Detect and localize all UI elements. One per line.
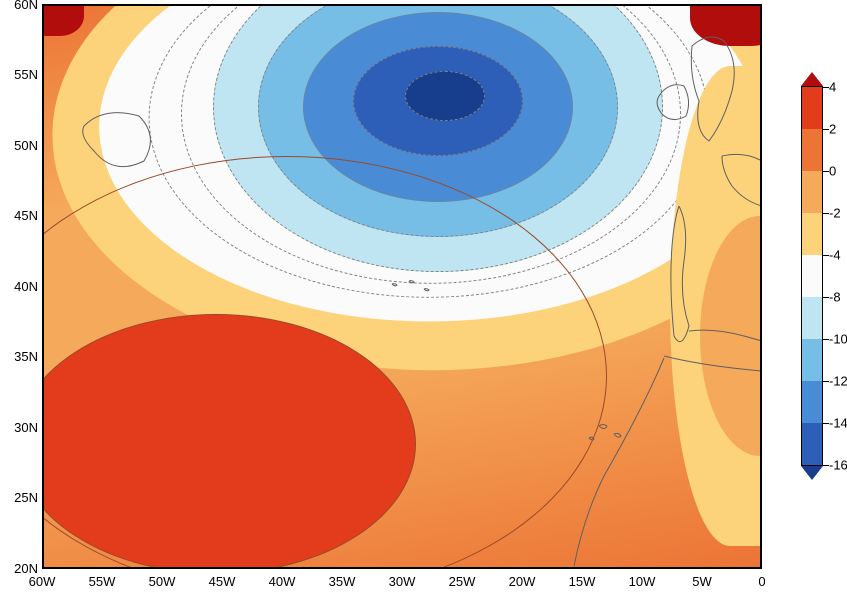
cb-seg-4 [802, 87, 822, 129]
cb-seg-n4 [802, 255, 822, 297]
x-tick-label: 40W [269, 574, 296, 589]
cb-seg-n14 [802, 423, 822, 465]
cb-label: 4 [829, 80, 836, 95]
cb-label: -4 [829, 248, 841, 263]
cb-label: -2 [829, 206, 841, 221]
y-tick-label: 25N [2, 490, 38, 505]
cb-label: -12 [829, 374, 847, 389]
x-tick-label: 30W [389, 574, 416, 589]
x-tick-label: 60W [29, 574, 56, 589]
y-tick-label: 60N [2, 0, 38, 12]
cb-seg-n10 [802, 339, 822, 381]
y-tick-label: 50N [2, 138, 38, 153]
x-tick-label: 55W [89, 574, 116, 589]
coastlines [44, 6, 762, 569]
cb-label: -14 [829, 416, 847, 431]
cb-label: -8 [829, 290, 841, 305]
cb-label: -10 [829, 332, 847, 347]
y-tick-label: 55N [2, 67, 38, 82]
x-tick-label: 5W [692, 574, 712, 589]
x-tick-label: 50W [149, 574, 176, 589]
x-tick-label: 45W [209, 574, 236, 589]
x-tick-label: 10W [629, 574, 656, 589]
cb-seg-n12 [802, 381, 822, 423]
cb-seg-n2 [802, 213, 822, 255]
map-plot-area [42, 4, 762, 569]
cb-seg-n8 [802, 297, 822, 339]
cb-label: 2 [829, 122, 836, 137]
colorbar-body [801, 86, 823, 466]
y-tick-label: 45N [2, 208, 38, 223]
colorbar-tri-bottom [801, 466, 823, 480]
x-tick-label: 25W [449, 574, 476, 589]
x-tick-label: 35W [329, 574, 356, 589]
y-tick-label: 35N [2, 349, 38, 364]
x-tick-label: 0 [758, 574, 765, 589]
contour-map-figure: 60N 55N 50N 45N 40N 35N 30N 25N 20N 60W … [0, 0, 847, 601]
y-tick-label: 30N [2, 420, 38, 435]
x-tick-label: 15W [569, 574, 596, 589]
colorbar: 4 2 0 -2 -4 -8 -10 -12 -14 -16 [801, 86, 823, 502]
cb-seg-2 [802, 129, 822, 171]
cb-label: -16 [829, 458, 847, 473]
cb-label: 0 [829, 164, 836, 179]
x-tick-label: 20W [509, 574, 536, 589]
colorbar-tri-top [801, 72, 823, 86]
y-tick-label: 40N [2, 279, 38, 294]
cb-seg-0 [802, 171, 822, 213]
